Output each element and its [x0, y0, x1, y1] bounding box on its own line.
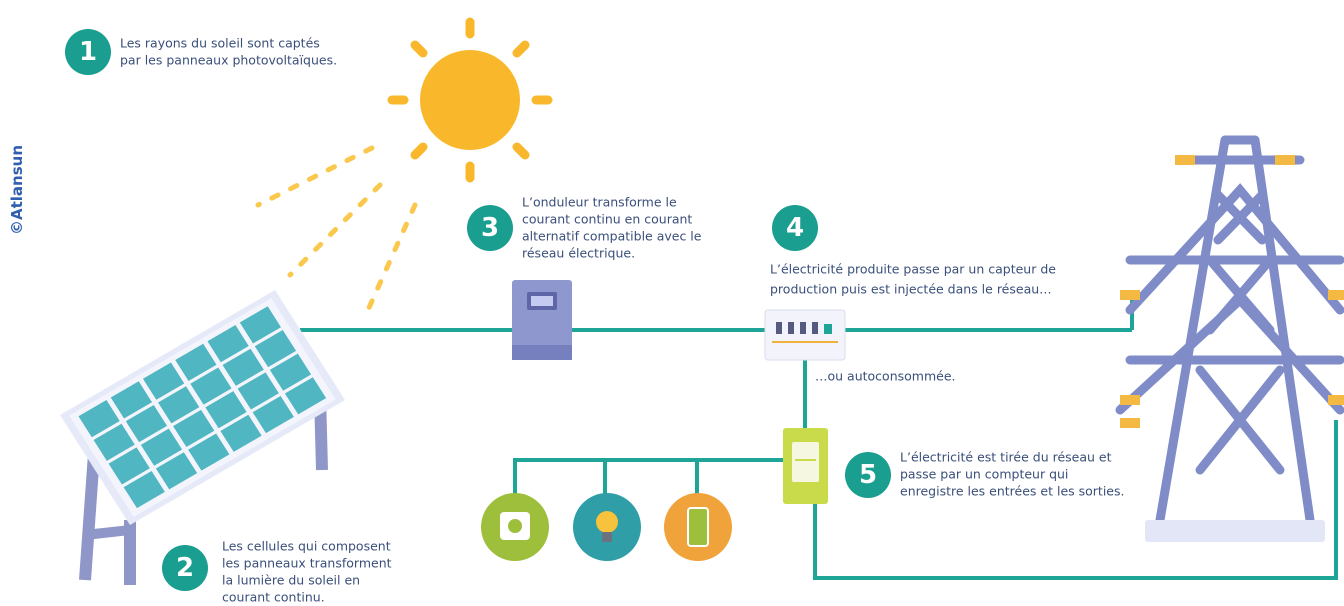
step-text: les panneaux transforment — [222, 556, 392, 571]
step-text: par les panneaux photovoltaïques. — [120, 53, 337, 68]
meter — [783, 428, 828, 504]
production-meter — [765, 310, 845, 360]
step-text: courant continu. — [222, 590, 325, 605]
sun — [392, 22, 548, 178]
step-text: L’onduleur transforme le — [522, 195, 677, 210]
note: …ou autoconsommée. — [815, 369, 956, 384]
appliances — [481, 493, 732, 561]
step-text: passe par un compteur qui — [900, 467, 1068, 482]
step-text: Les cellules qui composent — [222, 539, 391, 554]
sun-rays — [258, 148, 415, 310]
step-number: 1 — [79, 37, 97, 67]
step-text: L’électricité est tirée du réseau et — [900, 450, 1112, 465]
step-text: L’électricité produite passe par un capt… — [770, 262, 1056, 277]
diagram: ©Atlansun — [0, 0, 1344, 606]
step-text: la lumière du soleil en — [222, 573, 360, 588]
step-number: 2 — [176, 553, 194, 583]
step-text: courant continu en courant — [522, 212, 692, 227]
step-text: enregistre les entrées et les sorties. — [900, 484, 1124, 499]
step-number: 5 — [859, 460, 877, 490]
inverter — [512, 280, 572, 360]
step-text: Les rayons du soleil sont captés — [120, 36, 320, 51]
step-number: 3 — [481, 213, 499, 243]
credit: ©Atlansun — [8, 145, 26, 235]
pylon — [1120, 140, 1344, 542]
step-text: alternatif compatible avec le — [522, 229, 702, 244]
step-text: production puis est injectée dans le rés… — [770, 282, 1052, 297]
step-text: réseau électrique. — [522, 246, 635, 261]
step-number: 4 — [786, 213, 804, 243]
